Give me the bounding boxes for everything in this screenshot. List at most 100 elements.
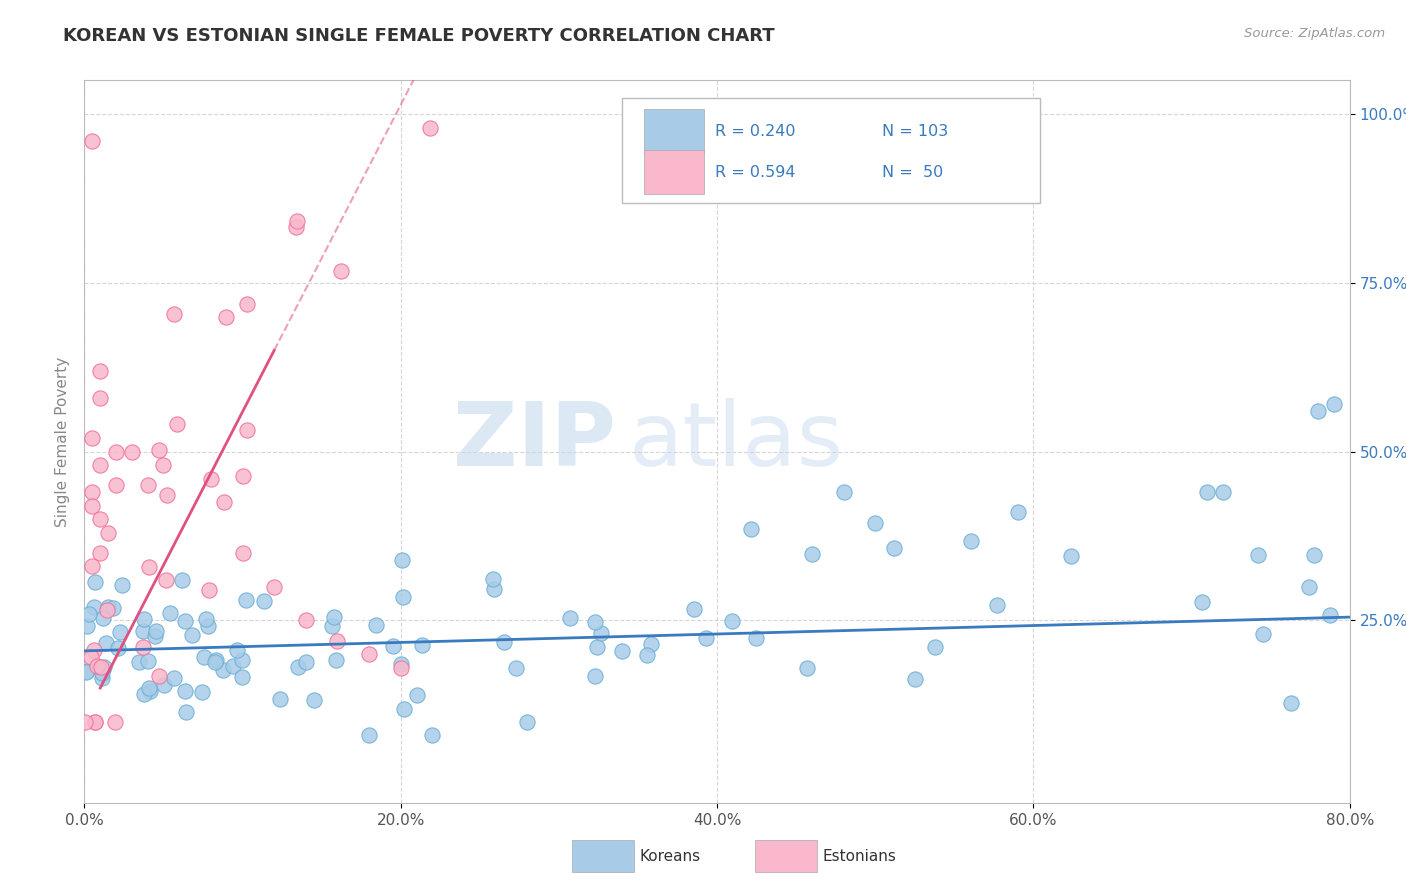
Point xyxy=(883,541,905,556)
Point xyxy=(586,640,609,655)
Point xyxy=(406,689,429,703)
Point xyxy=(190,685,212,699)
Point xyxy=(138,560,160,574)
Point xyxy=(89,512,111,526)
Point xyxy=(89,546,111,560)
Point xyxy=(76,664,98,678)
Point xyxy=(96,603,118,617)
Point xyxy=(295,614,318,628)
Point xyxy=(132,624,155,638)
Point xyxy=(235,297,257,311)
Point xyxy=(1253,627,1275,641)
Point xyxy=(174,705,197,719)
Point xyxy=(960,534,983,549)
Point xyxy=(215,310,238,324)
Point xyxy=(222,659,245,673)
Point xyxy=(84,575,107,590)
Point xyxy=(134,687,156,701)
Point xyxy=(1060,549,1083,564)
Text: Source: ZipAtlas.com: Source: ZipAtlas.com xyxy=(1244,27,1385,40)
Point xyxy=(101,600,124,615)
Point xyxy=(330,264,353,278)
Point xyxy=(419,120,441,135)
Point xyxy=(83,600,105,615)
Point xyxy=(163,307,186,321)
Point xyxy=(863,516,886,531)
Point xyxy=(105,444,127,458)
Point xyxy=(143,629,166,643)
Text: N =  50: N = 50 xyxy=(882,165,943,179)
Point xyxy=(366,618,388,632)
Y-axis label: Single Female Poverty: Single Female Poverty xyxy=(55,357,70,526)
Point xyxy=(494,635,516,649)
Point xyxy=(295,655,318,669)
Point xyxy=(159,607,181,621)
FancyBboxPatch shape xyxy=(623,98,1040,203)
Point xyxy=(76,619,98,633)
Point xyxy=(1191,595,1213,609)
Point xyxy=(82,499,104,513)
Point xyxy=(79,607,101,622)
Point xyxy=(75,665,97,679)
Text: N = 103: N = 103 xyxy=(882,124,948,139)
Point xyxy=(411,638,433,652)
Point xyxy=(231,546,254,560)
Point xyxy=(505,661,527,675)
Point xyxy=(200,472,222,486)
Point xyxy=(302,693,325,707)
Point xyxy=(80,649,103,664)
Point xyxy=(107,640,129,655)
Point xyxy=(1279,696,1302,710)
Point xyxy=(636,648,658,663)
Point xyxy=(110,624,132,639)
Point xyxy=(1247,548,1270,562)
Point xyxy=(152,458,174,472)
Point xyxy=(82,134,104,148)
Point xyxy=(287,214,309,228)
Text: R = 0.240: R = 0.240 xyxy=(714,124,794,139)
Point xyxy=(357,728,380,742)
Text: KOREAN VS ESTONIAN SINGLE FEMALE POVERTY CORRELATION CHART: KOREAN VS ESTONIAN SINGLE FEMALE POVERTY… xyxy=(63,27,775,45)
Point xyxy=(422,728,444,742)
Point xyxy=(591,626,613,640)
Point xyxy=(134,612,156,626)
Point xyxy=(204,652,226,666)
Point xyxy=(610,643,633,657)
Point xyxy=(516,714,538,729)
Point xyxy=(170,573,193,587)
Point xyxy=(235,593,257,607)
Point xyxy=(75,714,97,729)
Point xyxy=(193,650,215,665)
Point xyxy=(558,611,581,625)
Point xyxy=(392,590,415,604)
Point xyxy=(89,364,111,378)
Point xyxy=(83,714,105,729)
Point xyxy=(392,702,415,716)
Point xyxy=(86,658,108,673)
Point xyxy=(1212,485,1234,500)
Point xyxy=(82,559,104,574)
Point xyxy=(796,661,818,675)
Point xyxy=(583,669,606,683)
Point xyxy=(90,659,112,673)
Point xyxy=(174,615,197,629)
Point xyxy=(482,572,505,586)
Point xyxy=(263,580,285,594)
Point xyxy=(166,417,188,431)
Point xyxy=(105,478,127,492)
Point xyxy=(1007,505,1029,519)
Point xyxy=(284,220,307,235)
Point xyxy=(321,619,343,633)
Point xyxy=(145,624,167,639)
Point xyxy=(1197,485,1219,500)
Point xyxy=(1303,549,1326,563)
Point xyxy=(155,573,177,587)
Point xyxy=(640,637,662,651)
Point xyxy=(391,552,413,566)
Point xyxy=(389,661,412,675)
Point xyxy=(252,593,274,607)
Point xyxy=(198,582,221,597)
Point xyxy=(104,714,127,729)
Point xyxy=(740,522,762,536)
Point xyxy=(800,547,823,561)
